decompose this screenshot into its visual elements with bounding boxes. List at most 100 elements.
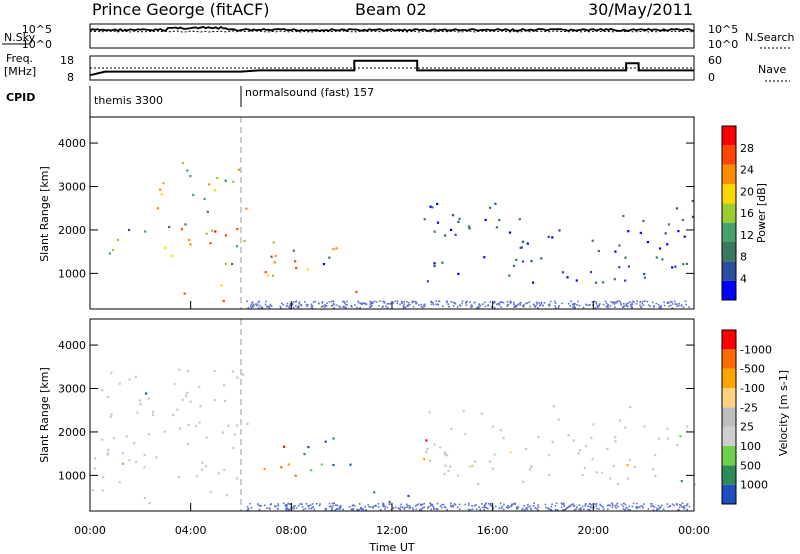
echo-cell: [498, 219, 501, 222]
ground-scatter-cell: [678, 506, 681, 509]
ground-scatter-cell: [657, 505, 660, 507]
ground-scatter-cell: [490, 305, 493, 308]
ground-scatter-cell: [571, 303, 574, 306]
x-tick-label: 04:00: [175, 524, 207, 537]
ground-scatter-cell: [332, 300, 334, 303]
ground-scatter-cell: [461, 300, 464, 302]
ground-scatter-cell: [312, 506, 315, 508]
ground-scatter-cell: [615, 504, 618, 506]
colorbar-swatch: [722, 465, 736, 485]
echo-cell: [163, 430, 166, 433]
echo-cell: [583, 466, 587, 469]
ground-scatter-cell: [305, 303, 308, 306]
colorbar-tick-label: 12: [740, 229, 754, 242]
ground-scatter-cell: [585, 303, 587, 306]
echo-cell: [407, 494, 410, 497]
ground-scatter-cell: [576, 304, 578, 306]
power-panel-background: [90, 117, 694, 309]
ground-scatter-cell: [270, 503, 272, 505]
ground-scatter-cell: [519, 304, 522, 306]
ground-scatter-cell: [533, 304, 536, 307]
echo-cell: [134, 375, 137, 378]
colorbar-swatch: [722, 203, 736, 223]
ground-scatter-cell: [342, 300, 344, 303]
echo-cell: [110, 371, 113, 374]
ground-scatter-cell: [298, 306, 300, 309]
echo-cell: [633, 465, 636, 469]
ground-scatter-cell: [294, 505, 296, 507]
ground-scatter-cell: [461, 302, 463, 305]
ground-scatter-cell: [450, 300, 453, 303]
ground-scatter-cell: [406, 506, 408, 508]
ground-scatter-cell: [351, 306, 353, 308]
echo-cell: [643, 425, 646, 428]
echo-cell: [94, 457, 97, 460]
echo-cell: [144, 230, 147, 233]
colorbar-swatch: [722, 126, 736, 146]
ground-scatter-cell: [258, 504, 260, 507]
echo-cell: [508, 274, 511, 277]
ground-scatter-cell: [423, 502, 425, 505]
echo-cell: [186, 442, 190, 445]
y-tick-label: 3000: [58, 383, 86, 396]
ground-scatter-cell: [337, 507, 340, 510]
ground-scatter-cell: [291, 303, 294, 305]
echo-cell: [443, 453, 446, 456]
ground-scatter-cell: [614, 306, 616, 308]
echo-cell: [566, 276, 569, 279]
ground-scatter-cell: [250, 307, 253, 309]
ground-scatter-cell: [356, 306, 358, 309]
echo-cell: [110, 413, 113, 416]
ground-scatter-cell: [686, 504, 688, 506]
ground-scatter-cell: [581, 505, 584, 508]
echo-cell: [643, 276, 646, 279]
ground-scatter-cell: [631, 505, 634, 508]
ground-scatter-cell: [430, 508, 433, 511]
ground-scatter-cell: [599, 503, 601, 506]
ground-scatter-cell: [516, 304, 518, 307]
ground-scatter-cell: [653, 506, 656, 508]
ground-scatter-cell: [309, 504, 312, 506]
echo-cell: [606, 447, 609, 451]
echo-cell: [551, 236, 554, 239]
ground-scatter-cell: [674, 300, 676, 303]
ground-scatter-cell: [409, 303, 411, 306]
colorbar-swatch: [722, 388, 736, 408]
ground-scatter-cell: [362, 508, 364, 511]
ground-scatter-cell: [354, 304, 356, 306]
ground-scatter-cell: [503, 503, 505, 506]
ground-scatter-cell: [423, 305, 426, 308]
ground-scatter-cell: [598, 304, 600, 306]
y-tick-label: 2000: [58, 224, 86, 237]
ground-scatter-cell: [258, 508, 261, 511]
ground-scatter-cell: [607, 504, 610, 506]
colorbar-swatch: [722, 184, 736, 204]
echo-cell: [489, 206, 492, 209]
echo-cell: [627, 265, 630, 268]
ground-scatter-cell: [411, 301, 414, 304]
echo-cell: [307, 446, 310, 449]
velocity-panel-background: [90, 319, 694, 511]
ground-scatter-cell: [514, 503, 516, 505]
echo-cell: [433, 443, 436, 446]
ground-scatter-cell: [304, 507, 307, 510]
ground-scatter-cell: [570, 504, 573, 506]
ground-scatter-cell: [682, 506, 685, 508]
ground-scatter-cell: [452, 504, 454, 507]
echo-cell: [232, 180, 235, 183]
noise-panel-frame: [89, 23, 695, 49]
ground-scatter-cell: [613, 301, 616, 303]
ground-scatter-cell: [606, 305, 609, 308]
ground-scatter-cell: [579, 509, 582, 511]
colorbar-tick-label: 20: [740, 185, 754, 198]
ground-scatter-cell: [597, 306, 599, 309]
ground-scatter-cell: [450, 506, 453, 508]
ground-scatter-cell: [619, 302, 622, 305]
ground-scatter-cell: [430, 303, 433, 306]
ground-scatter-cell: [365, 303, 368, 306]
ground-scatter-cell: [400, 300, 403, 303]
ground-scatter-cell: [500, 306, 503, 308]
ground-scatter-cell: [260, 505, 262, 507]
ground-scatter-cell: [286, 507, 288, 509]
ground-scatter-cell: [465, 302, 467, 304]
